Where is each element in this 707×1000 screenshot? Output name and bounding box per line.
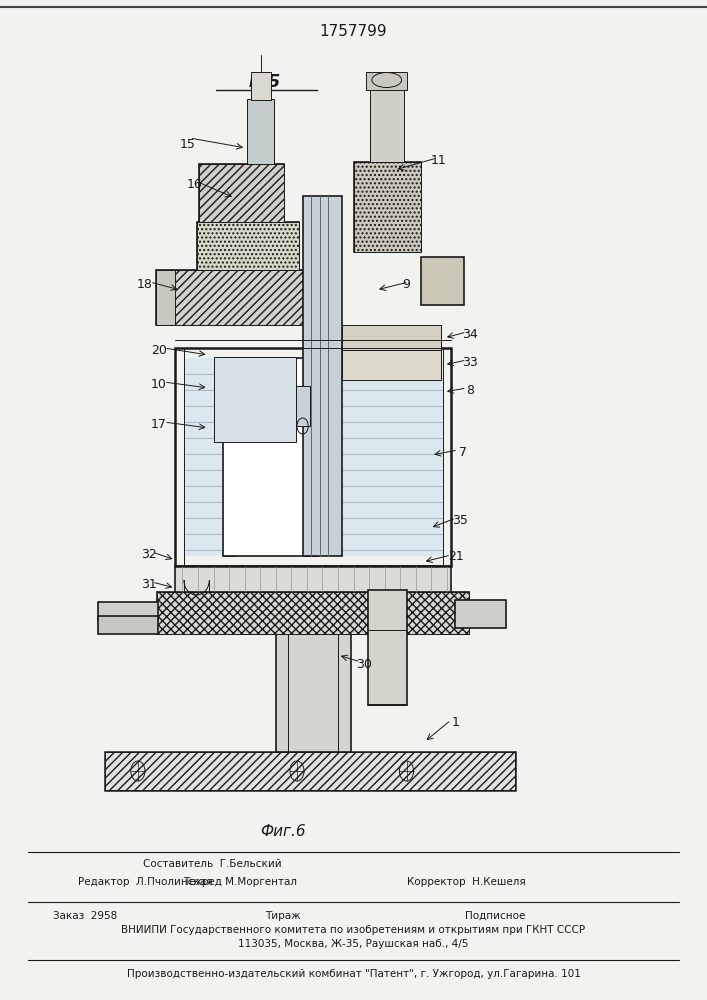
Text: 1: 1 <box>452 716 460 728</box>
Text: Б-Б: Б-Б <box>249 73 281 91</box>
Text: 21: 21 <box>448 550 464 564</box>
Bar <box>342 350 441 380</box>
Text: Техред М.Моргентал: Техред М.Моргентал <box>183 877 298 887</box>
Bar <box>105 752 515 790</box>
Bar <box>303 196 342 556</box>
Bar <box>455 600 506 628</box>
Text: Подписное: Подписное <box>464 911 525 921</box>
Bar <box>156 270 304 325</box>
Bar <box>214 357 296 442</box>
Text: Тираж: Тираж <box>265 911 300 921</box>
Text: Производственно-издательский комбинат "Патент", г. Ужгород, ул.Гагарина. 101: Производственно-издательский комбинат "П… <box>127 969 580 979</box>
Text: Фиг.6: Фиг.6 <box>260 824 305 840</box>
Text: 113035, Москва, Ж-35, Раушская наб., 4/5: 113035, Москва, Ж-35, Раушская наб., 4/5 <box>238 939 469 949</box>
Bar <box>199 164 284 222</box>
Bar <box>98 616 158 634</box>
Bar <box>354 162 421 252</box>
Text: Корректор  Н.Кешеля: Корректор Н.Кешеля <box>407 877 526 887</box>
Bar <box>105 752 515 790</box>
Text: 20: 20 <box>151 344 167 357</box>
Text: 35: 35 <box>452 514 467 526</box>
Text: 7: 7 <box>459 446 467 458</box>
Bar <box>370 87 404 162</box>
Text: 1757799: 1757799 <box>320 24 387 39</box>
Text: 31: 31 <box>141 578 156 591</box>
Bar <box>157 592 469 634</box>
Bar <box>184 358 443 556</box>
Bar <box>175 348 451 566</box>
Text: 15: 15 <box>180 138 195 151</box>
Bar <box>366 72 407 90</box>
Bar <box>197 222 299 270</box>
Bar <box>223 358 236 556</box>
Bar <box>368 590 407 705</box>
Bar <box>157 592 469 634</box>
Bar <box>175 566 451 592</box>
Text: 32: 32 <box>141 548 156 562</box>
Bar <box>251 72 271 100</box>
Bar <box>342 325 441 350</box>
Bar <box>354 162 421 252</box>
Bar <box>247 99 274 164</box>
Text: 33: 33 <box>462 356 478 368</box>
Bar <box>421 257 464 305</box>
Text: Редактор  Л.Пчолинская: Редактор Л.Пчолинская <box>78 877 212 887</box>
Text: Заказ  2958: Заказ 2958 <box>53 911 117 921</box>
Bar <box>98 602 158 620</box>
Text: 34: 34 <box>462 328 478 342</box>
Bar <box>156 270 175 325</box>
Text: 11: 11 <box>431 153 446 166</box>
Text: 9: 9 <box>402 278 411 292</box>
Text: 18: 18 <box>137 278 153 292</box>
Text: 30: 30 <box>356 658 372 672</box>
Bar <box>199 164 284 222</box>
Bar <box>223 358 318 556</box>
Text: 16: 16 <box>187 178 202 192</box>
Text: Составитель  Г.Бельский: Составитель Г.Бельский <box>143 859 281 869</box>
Text: 17: 17 <box>151 418 167 432</box>
Text: 10: 10 <box>151 378 167 391</box>
Bar <box>296 386 310 426</box>
Text: 8: 8 <box>466 383 474 396</box>
Bar <box>276 634 351 752</box>
Bar <box>305 358 318 556</box>
Bar <box>197 222 299 270</box>
Text: ВНИИПИ Государственного комитета по изобретениям и открытиям при ГКНТ СССР: ВНИИПИ Государственного комитета по изоб… <box>122 925 585 935</box>
Bar <box>156 270 304 325</box>
